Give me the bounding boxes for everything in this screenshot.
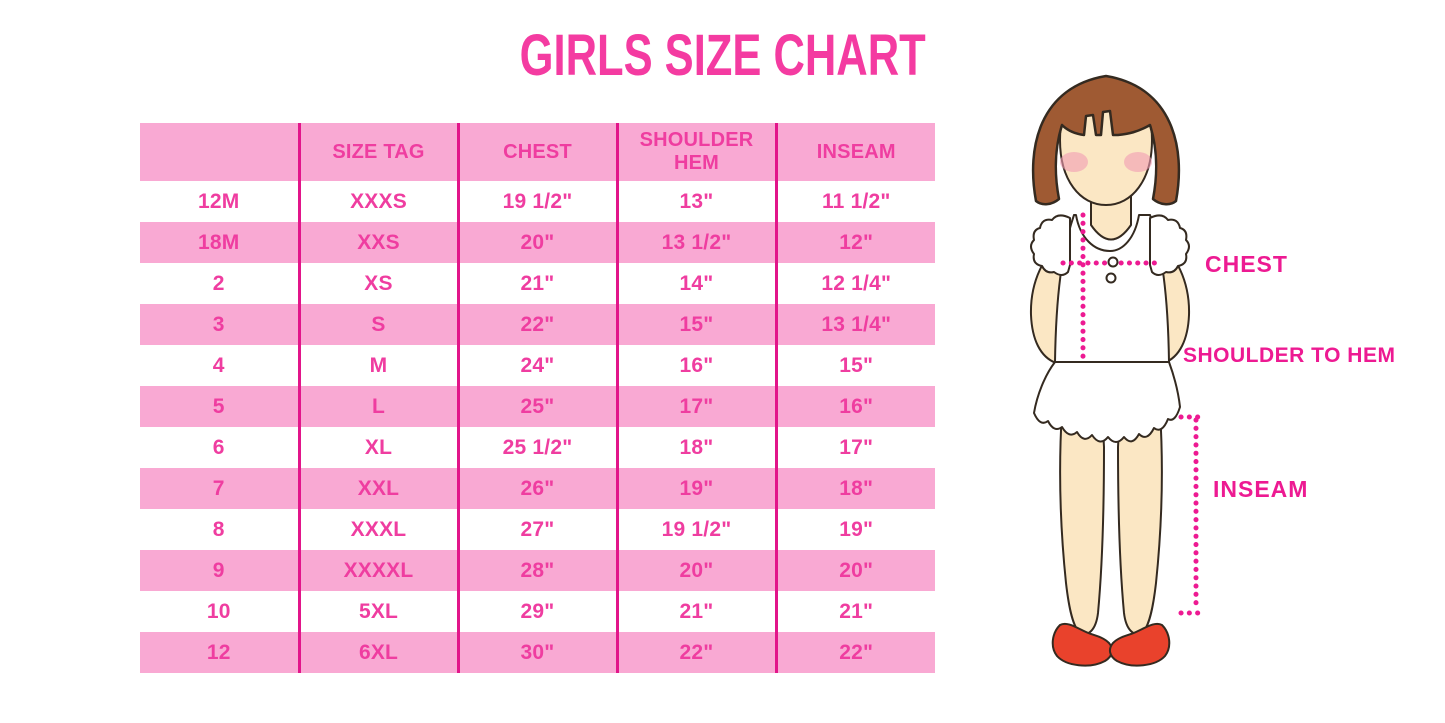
table-row: 2 XS 21" 14" 12 1/4" [140, 263, 935, 304]
table-cell: 13 1/4" [774, 304, 935, 345]
table-cell: XL [297, 427, 458, 468]
table-cell: 18M [140, 222, 299, 263]
table-cell: 10 [140, 591, 299, 632]
girl-right-blush [1124, 152, 1152, 172]
girl-right-shoe [1108, 622, 1171, 667]
table-row: 7 XXL 26" 19" 18" [140, 468, 935, 509]
table-cell: 27" [456, 509, 617, 550]
table-cell: M [297, 345, 458, 386]
table-cell: 12 1/4" [774, 263, 935, 304]
table-cell: XXXXL [297, 550, 458, 591]
inseam-label: INSEAM [1213, 476, 1308, 502]
table-cell: 29" [456, 591, 617, 632]
table-cell: 24" [456, 345, 617, 386]
table-cell: XXXS [297, 181, 458, 222]
column-header [140, 123, 299, 181]
table-row: 10 5XL 29" 21" 21" [140, 591, 935, 632]
table-cell: 12M [140, 181, 299, 222]
table-cell: 15" [774, 345, 935, 386]
table-cell: 17" [774, 427, 935, 468]
table-cell: 21" [774, 591, 935, 632]
table-cell: 20" [774, 550, 935, 591]
table-cell: L [297, 386, 458, 427]
table-cell: 6 [140, 427, 299, 468]
table-cell: XXL [297, 468, 458, 509]
table-cell: 3 [140, 304, 299, 345]
girl-measurement-figure: CHEST SHOULDER TO HEM INSEAM [1000, 55, 1430, 705]
table-row: 3 S 22" 15" 13 1/4" [140, 304, 935, 345]
girl-top-button-2 [1105, 272, 1117, 284]
table-cell: 8 [140, 509, 299, 550]
table-cell: 4 [140, 345, 299, 386]
girl-left-leg [1059, 410, 1105, 635]
table-cell: 7 [140, 468, 299, 509]
table-cell: 16" [615, 345, 776, 386]
girl-top-button-1 [1107, 256, 1119, 268]
table-cell: 26" [456, 468, 617, 509]
table-row: 8 XXXL 27" 19 1/2" 19" [140, 509, 935, 550]
table-cell: 15" [615, 304, 776, 345]
table-cell: 13" [615, 181, 776, 222]
table-cell: 19" [774, 509, 935, 550]
table-cell: 19 1/2" [615, 509, 776, 550]
table-row: 5 L 25" 17" 16" [140, 386, 935, 427]
girl-left-shoe [1051, 622, 1114, 667]
table-row: 9 XXXXL 28" 20" 20" [140, 550, 935, 591]
girl-right-leg [1117, 410, 1163, 635]
table-cell: S [297, 304, 458, 345]
table-row: 6 XL 25 1/2" 18" 17" [140, 427, 935, 468]
table-cell: XS [297, 263, 458, 304]
table-cell: 12 [140, 632, 299, 673]
table-cell: 13 1/2" [615, 222, 776, 263]
table-cell: 11 1/2" [774, 181, 935, 222]
table-cell: 12" [774, 222, 935, 263]
header-row: SIZE TAG CHEST SHOULDER HEM INSEAM [140, 123, 935, 181]
table-cell: 9 [140, 550, 299, 591]
table-cell: 6XL [297, 632, 458, 673]
column-header: INSEAM [774, 123, 935, 181]
table-cell: 16" [774, 386, 935, 427]
size-table: SIZE TAG CHEST SHOULDER HEM INSEAM 12M XXXS 1… [140, 123, 935, 673]
page-title: GIRLS SIZE CHART [0, 18, 1445, 92]
table-cell: 20" [456, 222, 617, 263]
column-header: CHEST [456, 123, 617, 181]
column-header: SIZE TAG [297, 123, 458, 181]
table-cell: 28" [456, 550, 617, 591]
girl-left-blush [1060, 152, 1088, 172]
table-cell: 21" [456, 263, 617, 304]
table-cell: 19 1/2" [456, 181, 617, 222]
column-header: SHOULDER HEM [615, 123, 776, 181]
table-row: 12 6XL 30" 22" 22" [140, 632, 935, 673]
table-cell: 14" [615, 263, 776, 304]
chest-label: CHEST [1205, 251, 1288, 277]
table-cell: 22" [456, 304, 617, 345]
table-row: 4 M 24" 16" 15" [140, 345, 935, 386]
table-cell: 30" [456, 632, 617, 673]
table-cell: 21" [615, 591, 776, 632]
girl-illustration: CHEST SHOULDER TO HEM INSEAM [1029, 74, 1395, 667]
table-cell: 25" [456, 386, 617, 427]
girl-hair [1031, 74, 1181, 206]
table-cell: 19" [615, 468, 776, 509]
table-cell: 20" [615, 550, 776, 591]
table-cell: 18" [615, 427, 776, 468]
table-cell: XXXL [297, 509, 458, 550]
table-cell: 25 1/2" [456, 427, 617, 468]
table-cell: 5 [140, 386, 299, 427]
girl-left-ruffle [1030, 214, 1071, 276]
table-cell: 17" [615, 386, 776, 427]
girl-right-ruffle [1149, 214, 1190, 276]
page-title-text: GIRLS SIZE CHART [519, 22, 926, 88]
table-cell: XXS [297, 222, 458, 263]
table-cell: 5XL [297, 591, 458, 632]
table-cell: 18" [774, 468, 935, 509]
table-cell: 2 [140, 263, 299, 304]
table-cell: 22" [615, 632, 776, 673]
girl-skirt [1033, 361, 1181, 443]
table-row: 12M XXXS 19 1/2" 13" 11 1/2" [140, 181, 935, 222]
table-row: 18M XXS 20" 13 1/2" 12" [140, 222, 935, 263]
table-cell: 22" [774, 632, 935, 673]
shoulder-to-hem-label: SHOULDER TO HEM [1183, 344, 1395, 367]
